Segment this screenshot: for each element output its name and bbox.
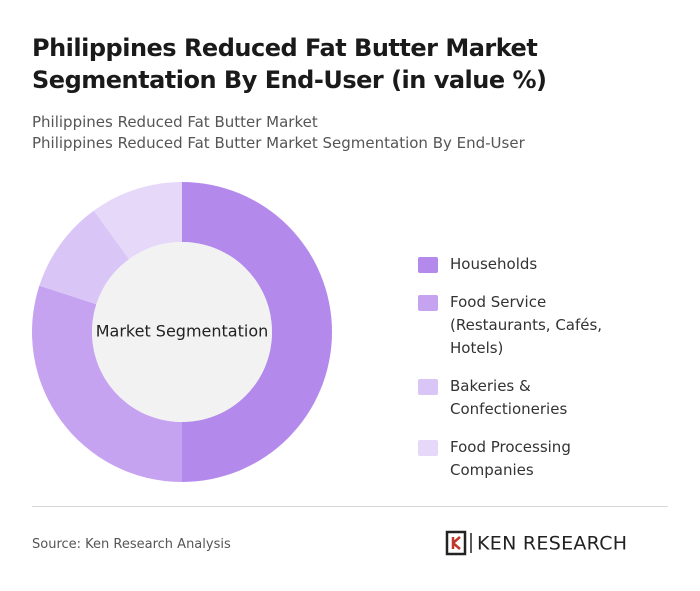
brand-logo: KEN RESEARCH	[445, 530, 627, 556]
legend: Households Food Service (Restaurants, Caf…	[418, 253, 658, 482]
legend-swatch	[418, 379, 438, 395]
legend-item: Food Service (Restaurants, Cafés, Hotels…	[418, 291, 658, 360]
subtitle: Philippines Reduced Fat Butter Market Se…	[32, 134, 525, 152]
legend-swatch	[418, 440, 438, 456]
logo-icon	[451, 536, 461, 550]
legend-swatch	[418, 257, 438, 273]
brand-name: KEN RESEARCH	[477, 533, 627, 555]
legend-label: Food Processing Companies	[450, 438, 571, 479]
donut-chart: Market Segmentation	[31, 182, 332, 482]
legend-swatch	[418, 295, 438, 311]
donut-segment	[39, 210, 130, 305]
logo-icon	[445, 530, 467, 556]
source: Source: Ken Research Analysis	[32, 537, 231, 552]
legend-label: Bakeries & Confectioneries	[450, 377, 568, 418]
donut-segment	[93, 182, 182, 260]
donut-segment	[182, 182, 332, 482]
donut-segment	[31, 285, 182, 482]
legend-item: Food Processing Companies	[418, 436, 658, 482]
divider	[32, 506, 668, 507]
legend-label: Households	[450, 255, 538, 273]
legend-label: Food Service (Restaurants, Cafés, Hotels…	[450, 293, 603, 357]
legend-item: Households	[418, 253, 658, 276]
subtitle: Philippines Reduced Fat Butter Market	[32, 113, 318, 131]
donut-hole	[92, 242, 272, 422]
center-label: Market Segmentation	[96, 322, 269, 341]
chart-title: Philippines Reduced Fat Butter Market Se…	[32, 34, 547, 94]
legend-item: Bakeries & Confectioneries	[418, 375, 658, 421]
